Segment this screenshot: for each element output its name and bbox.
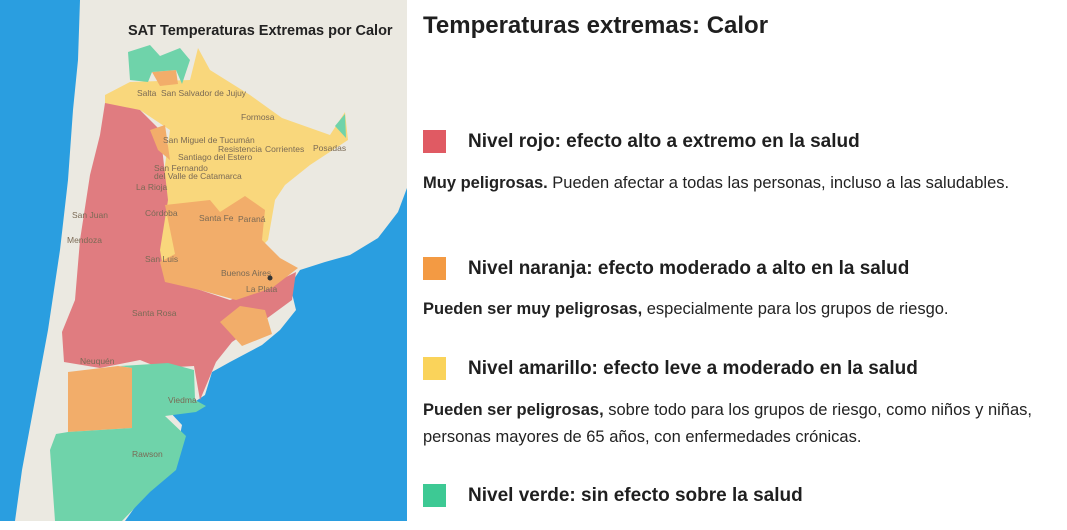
level-yellow: Nivel amarillo: efecto leve a moderado e… bbox=[423, 357, 918, 380]
map-title: SAT Temperaturas Extremas por Calor bbox=[128, 23, 393, 39]
buenos-aires-marker bbox=[267, 275, 273, 281]
city-label: Viedma bbox=[168, 395, 197, 405]
city-label: Formosa bbox=[241, 112, 275, 122]
level-orange-label: Nivel naranja: efecto moderado a alto en… bbox=[468, 257, 910, 279]
desc-text: Pueden afectar a todas las personas, inc… bbox=[547, 174, 1010, 192]
desc-text: sobre todo para los grupos de riesgo, co… bbox=[423, 401, 1032, 446]
city-labels: Salta San Salvador de Jujuy Formosa San … bbox=[67, 88, 346, 459]
level-yellow-label: Nivel amarillo: efecto leve a moderado e… bbox=[468, 357, 918, 379]
desc-bold: Muy peligrosas. bbox=[423, 174, 548, 192]
city-label: Corrientes bbox=[265, 144, 304, 154]
city-label: San Luis bbox=[145, 254, 178, 264]
level-red: Nivel rojo: efecto alto a extremo en la … bbox=[423, 130, 860, 153]
city-label: Córdoba bbox=[145, 208, 178, 218]
desc-bold: Pueden ser peligrosas, bbox=[423, 401, 604, 419]
zone-green bbox=[128, 45, 190, 84]
city-label: San Miguel de Tucumán bbox=[163, 135, 255, 145]
yellow-swatch-icon bbox=[423, 357, 446, 380]
city-label: Paraná bbox=[238, 214, 266, 224]
pacific-ocean bbox=[0, 0, 80, 521]
city-label: La Rioja bbox=[136, 182, 167, 192]
city-label: Mendoza bbox=[67, 235, 102, 245]
city-label: Buenos Aires bbox=[221, 268, 271, 278]
city-label: Santiago del Estero bbox=[178, 152, 252, 162]
zone-green bbox=[50, 363, 206, 521]
city-label: Neuquén bbox=[80, 356, 115, 366]
zone-orange bbox=[68, 366, 132, 432]
city-label: San Juan bbox=[72, 210, 108, 220]
city-label: Rawson bbox=[132, 449, 163, 459]
zone-orange bbox=[160, 196, 298, 300]
city-label: Salta bbox=[137, 88, 157, 98]
level-red-description: Muy peligrosas. Pueden afectar a todas l… bbox=[423, 170, 1063, 197]
level-orange: Nivel naranja: efecto moderado a alto en… bbox=[423, 257, 909, 280]
level-red-label: Nivel rojo: efecto alto a extremo en la … bbox=[468, 130, 860, 152]
city-label: San Salvador de Jujuy bbox=[161, 88, 247, 98]
alert-map[interactable]: Salta San Salvador de Jujuy Formosa San … bbox=[0, 0, 407, 521]
city-label: Santa Rosa bbox=[132, 308, 177, 318]
city-label: del Valle de Catamarca bbox=[154, 171, 242, 181]
orange-swatch-icon bbox=[423, 257, 446, 280]
city-label: Posadas bbox=[313, 143, 346, 153]
city-label: La Plata bbox=[246, 284, 277, 294]
red-swatch-icon bbox=[423, 130, 446, 153]
desc-text: especialmente para los grupos de riesgo. bbox=[642, 300, 949, 318]
zone-orange bbox=[152, 70, 178, 86]
level-green: Nivel verde: sin efecto sobre la salud bbox=[423, 484, 803, 507]
atlantic-ocean bbox=[125, 188, 407, 521]
zone-orange bbox=[220, 306, 272, 346]
city-label: Santa Fe bbox=[199, 213, 234, 223]
city-label: San Fernando bbox=[154, 163, 208, 173]
green-swatch-icon bbox=[423, 484, 446, 507]
level-orange-description: Pueden ser muy peligrosas, especialmente… bbox=[423, 296, 1063, 323]
level-yellow-description: Pueden ser peligrosas, sobre todo para l… bbox=[423, 397, 1063, 451]
level-green-label: Nivel verde: sin efecto sobre la salud bbox=[468, 484, 803, 506]
desc-bold: Pueden ser muy peligrosas, bbox=[423, 300, 643, 318]
city-label: Resistencia bbox=[218, 144, 262, 154]
zone-orange bbox=[150, 125, 170, 160]
zone-green bbox=[335, 114, 346, 138]
page-title: Temperaturas extremas: Calor bbox=[423, 12, 769, 39]
